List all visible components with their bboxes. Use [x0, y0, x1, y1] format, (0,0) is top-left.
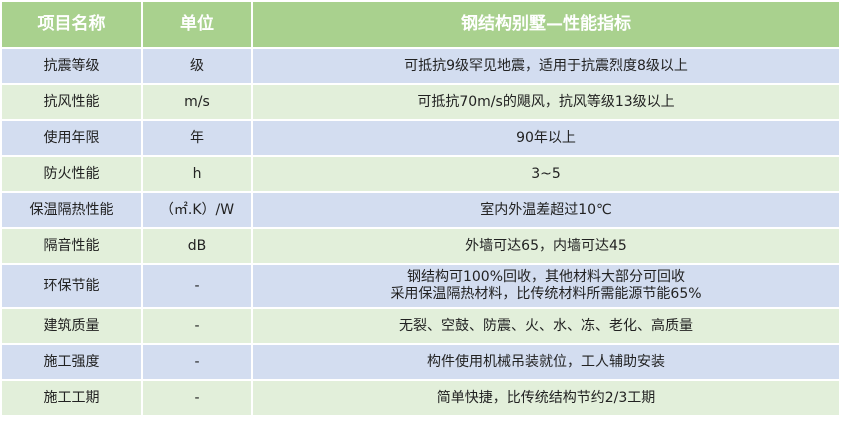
- item-value: 可抵抗70m/s的飓风，抗风等级13级以上: [251, 83, 841, 121]
- item-unit: m/s: [141, 83, 253, 121]
- item-name: 防火性能: [0, 155, 143, 193]
- item-value: 简单快捷，比传统结构节约2/3工期: [251, 379, 841, 417]
- table-row: 抗震等级级可抵抗9级罕见地震，适用于抗震烈度8级以上: [0, 47, 841, 85]
- item-name: 抗风性能: [0, 83, 143, 121]
- item-value: 可抵抗9级罕见地震，适用于抗震烈度8级以上: [251, 47, 841, 85]
- table-row: 隔音性能 dB 外墙可达65，内墙可达45: [0, 227, 841, 265]
- item-unit: dB: [141, 227, 253, 265]
- header-row: 项目名称 单位 钢结构别墅—性能指标: [0, 0, 841, 49]
- header-performance: 钢结构别墅—性能指标: [251, 0, 841, 49]
- item-unit: h: [141, 155, 253, 193]
- item-value: 3~5: [251, 155, 841, 193]
- table-row: 防火性能 h 3~5: [0, 155, 841, 193]
- table-row: 环保节能 - 钢结构可100%回收，其他材料大部分可回收 采用保温隔热材料，比传统材料…: [0, 263, 841, 309]
- item-unit: -: [141, 263, 253, 309]
- item-unit: 级: [141, 47, 253, 85]
- performance-table: 项目名称 单位 钢结构别墅—性能指标 抗震等级级可抵抗9级罕见地震，适用于抗震烈…: [0, 0, 841, 417]
- value-line-1: 钢结构可100%回收，其他材料大部分可回收: [406, 269, 686, 285]
- item-value: 外墙可达65，内墙可达45: [251, 227, 841, 265]
- item-value: 构件使用机械吊装就位，工人辅助安装: [251, 343, 841, 381]
- item-value: 钢结构可100%回收，其他材料大部分可回收 采用保温隔热材料，比传统材料所需能源节…: [251, 263, 841, 309]
- item-name: 建筑质量: [0, 307, 143, 345]
- item-unit: 年: [141, 119, 253, 157]
- item-name: 使用年限: [0, 119, 143, 157]
- item-name: 施工强度: [0, 343, 143, 381]
- item-unit: -: [141, 379, 253, 417]
- item-value: 90年以上: [251, 119, 841, 157]
- table-row: 使用年限年 90年以上: [0, 119, 841, 157]
- item-name: 环保节能: [0, 263, 143, 309]
- item-name: 抗震等级: [0, 47, 143, 85]
- item-unit: （㎡.K）/W: [141, 191, 253, 229]
- table-row: 施工强度 - 构件使用机械吊装就位，工人辅助安装: [0, 343, 841, 381]
- header-item-name: 项目名称: [0, 0, 143, 49]
- value-line-2: 采用保温隔热材料，比传统材料所需能源节能65%: [390, 286, 702, 302]
- item-name: 隔音性能: [0, 227, 143, 265]
- item-value: 无裂、空鼓、防震、火、水、冻、老化、高质量: [251, 307, 841, 345]
- header-unit: 单位: [141, 0, 253, 49]
- item-name: 保温隔热性能: [0, 191, 143, 229]
- item-unit: -: [141, 307, 253, 345]
- item-name: 施工工期: [0, 379, 143, 417]
- table-row: 抗风性能 m/s 可抵抗70m/s的飓风，抗风等级13级以上: [0, 83, 841, 121]
- table-row: 施工工期 - 简单快捷，比传统结构节约2/3工期: [0, 379, 841, 417]
- table-row: 保温隔热性能 （㎡.K）/W 室内外温差超过10℃: [0, 191, 841, 229]
- table-row: 建筑质量 - 无裂、空鼓、防震、火、水、冻、老化、高质量: [0, 307, 841, 345]
- item-unit: -: [141, 343, 253, 381]
- item-value: 室内外温差超过10℃: [251, 191, 841, 229]
